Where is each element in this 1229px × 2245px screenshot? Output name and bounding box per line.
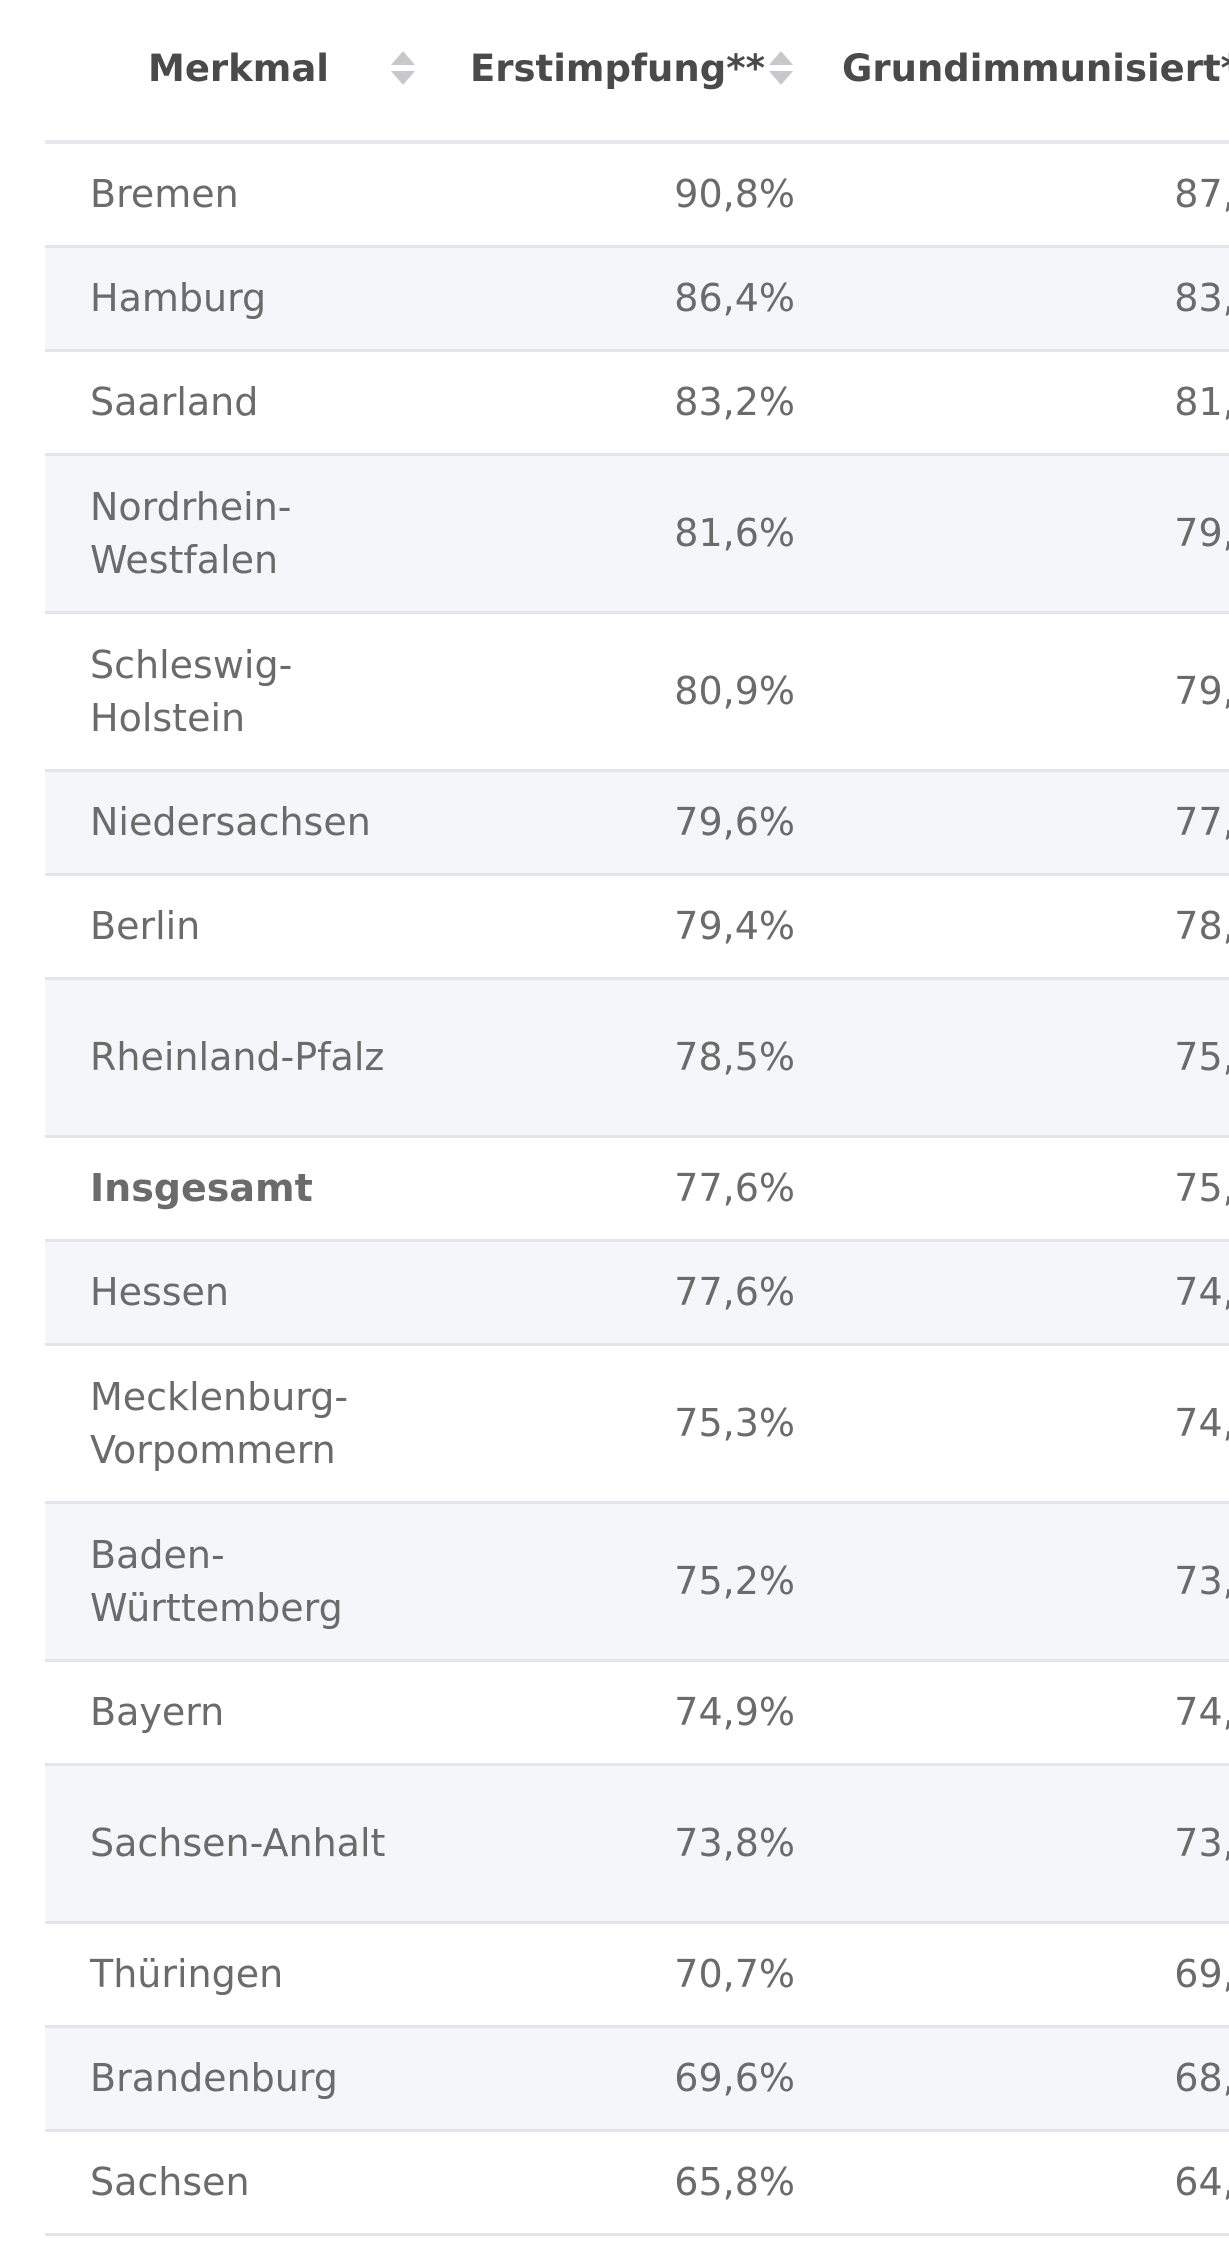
cell-grundimmunisiert: 68,6%: [1174, 2056, 1229, 2100]
table-row: Brandenburg 69,6% 68,6%: [45, 2028, 1229, 2132]
cell-grundimmunisiert: 75,2%: [1174, 1035, 1229, 1079]
cell-state: Hamburg: [90, 276, 267, 320]
cell-state: Sachsen: [90, 2160, 250, 2204]
cell-state: Bayern: [90, 1690, 225, 1734]
column-header-erstimpfung[interactable]: Erstimpfung**: [470, 40, 793, 96]
cell-erstimpfung: 75,3%: [674, 1401, 795, 1445]
cell-erstimpfung: 77,6%: [674, 1270, 795, 1314]
cell-grundimmunisiert: 64,5%: [1174, 2160, 1229, 2204]
cell-erstimpfung: 81,6%: [674, 511, 795, 555]
cell-grundimmunisiert: 73,9%: [1174, 1559, 1229, 1603]
cell-erstimpfung: 79,6%: [674, 800, 795, 844]
cell-erstimpfung: 77,6%: [674, 1166, 795, 1210]
table-row: Schleswig-Holstein 80,9% 79,8%: [45, 614, 1229, 772]
cell-erstimpfung: 75,2%: [674, 1559, 795, 1603]
table-row: Berlin 79,4% 78,4%: [45, 876, 1229, 980]
cell-grundimmunisiert: 87,2%: [1174, 172, 1229, 216]
cell-erstimpfung: 69,6%: [674, 2056, 795, 2100]
table-header: Merkmal Erstimpfung** Grundimmunisiert**: [45, 0, 1229, 144]
cell-grundimmunisiert: 81,8%: [1174, 380, 1229, 424]
table-row: Sachsen-Anhalt 73,8% 73,4%: [45, 1766, 1229, 1924]
column-header-label: Merkmal: [148, 46, 329, 90]
cell-grundimmunisiert: 69,4%: [1174, 1952, 1229, 1996]
table-row: Sachsen 65,8% 64,5%: [45, 2132, 1229, 2236]
sort-icon[interactable]: [768, 48, 793, 88]
cell-erstimpfung: 80,9%: [674, 669, 795, 713]
cell-grundimmunisiert: 78,4%: [1174, 904, 1229, 948]
cell-erstimpfung: 74,9%: [674, 1690, 795, 1734]
cell-erstimpfung: 79,4%: [674, 904, 795, 948]
cell-state: Niedersachsen: [90, 800, 371, 844]
table-row: Saarland 83,2% 81,8%: [45, 352, 1229, 456]
vaccination-table: Merkmal Erstimpfung** Grundimmunisiert**…: [45, 0, 1229, 2236]
cell-state: Brandenburg: [90, 2056, 338, 2100]
cell-grundimmunisiert: 79,8%: [1174, 669, 1229, 713]
table-row: Thüringen 70,7% 69,4%: [45, 1924, 1229, 2028]
column-header-merkmal[interactable]: Merkmal: [148, 40, 415, 96]
column-header-label: Erstimpfung**: [470, 46, 765, 90]
cell-state: Thüringen: [90, 1952, 284, 1996]
cell-grundimmunisiert: 83,8%: [1174, 276, 1229, 320]
cell-state: Bremen: [90, 172, 239, 216]
table-row: Baden-Württemberg 75,2% 73,9%: [45, 1504, 1229, 1662]
table-row: Rheinland-Pfalz 78,5% 75,2%: [45, 980, 1229, 1138]
table-row: Bremen 90,8% 87,2%: [45, 144, 1229, 248]
column-header-grundimmunisiert[interactable]: Grundimmunisiert**: [842, 40, 1229, 96]
cell-state: Schleswig-Holstein: [90, 642, 293, 740]
table-row: Hamburg 86,4% 83,8%: [45, 248, 1229, 352]
cell-erstimpfung: 73,8%: [674, 1821, 795, 1865]
cell-erstimpfung: 90,8%: [674, 172, 795, 216]
table-row: Bayern 74,9% 74,7%: [45, 1662, 1229, 1766]
cell-state: Hessen: [90, 1270, 230, 1314]
table-row: Nordrhein-Westfalen 81,6% 79,1%: [45, 456, 1229, 614]
cell-grundimmunisiert: 79,1%: [1174, 511, 1229, 555]
table-row-total: Insgesamt 77,6% 75,9%: [45, 1138, 1229, 1242]
cell-erstimpfung: 70,7%: [674, 1952, 795, 1996]
cell-grundimmunisiert: 73,4%: [1174, 1821, 1229, 1865]
table-row: Mecklenburg-Vorpommern 75,3% 74,3%: [45, 1346, 1229, 1504]
cell-erstimpfung: 78,5%: [674, 1035, 795, 1079]
cell-state: Sachsen-Anhalt: [90, 1821, 386, 1865]
cell-state: Rheinland-Pfalz: [90, 1035, 385, 1079]
cell-state: Insgesamt: [90, 1166, 313, 1210]
cell-grundimmunisiert: 74,3%: [1174, 1401, 1229, 1445]
sort-icon[interactable]: [390, 48, 415, 88]
cell-grundimmunisiert: 74,6%: [1174, 1270, 1229, 1314]
cell-erstimpfung: 86,4%: [674, 276, 795, 320]
cell-state: Berlin: [90, 904, 201, 948]
cell-state: Nordrhein-Westfalen: [90, 484, 292, 582]
cell-grundimmunisiert: 77,3%: [1174, 800, 1229, 844]
cell-grundimmunisiert: 74,7%: [1174, 1690, 1229, 1734]
cell-grundimmunisiert: 75,9%: [1174, 1166, 1229, 1210]
cell-erstimpfung: 65,8%: [674, 2160, 795, 2204]
column-header-label: Grundimmunisiert**: [842, 46, 1229, 90]
table-body: Bremen 90,8% 87,2% Hamburg 86,4% 83,8% S…: [45, 144, 1229, 2236]
table-row: Niedersachsen 79,6% 77,3%: [45, 772, 1229, 876]
cell-state: Mecklenburg-Vorpommern: [90, 1374, 349, 1472]
table-row: Hessen 77,6% 74,6%: [45, 1242, 1229, 1346]
cell-state: Saarland: [90, 380, 259, 424]
cell-state: Baden-Württemberg: [90, 1532, 343, 1630]
cell-erstimpfung: 83,2%: [674, 380, 795, 424]
